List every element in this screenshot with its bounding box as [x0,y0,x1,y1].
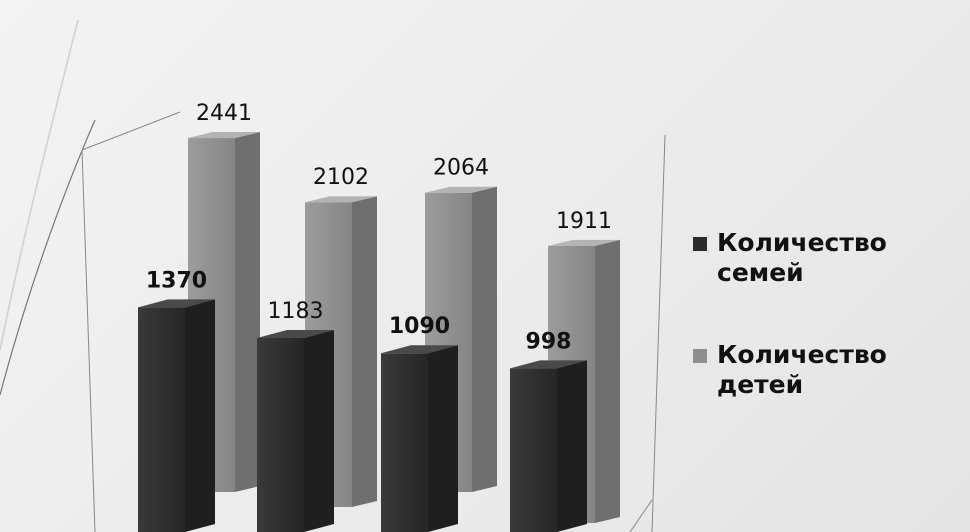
data-label-families-1: 1370 [146,268,207,293]
data-label-families-4: 998 [526,329,572,354]
bar-side [185,299,215,532]
data-label-children-3: 2064 [433,156,489,181]
bar-top [305,196,377,203]
bars-layer [138,132,620,532]
bar-top [425,186,497,193]
background-swoosh [0,19,79,351]
bar-front [138,307,185,532]
legend-swatch-children [693,349,707,363]
bar-top [381,345,458,354]
background-swoosh [0,119,96,396]
legend-item-families: Количество семей [693,228,963,288]
bar-side [595,239,620,523]
bar-families-3 [381,345,458,532]
bar-families-2 [257,329,334,532]
bar-families-4 [510,360,587,532]
legend-label-families: Количество семей [717,228,887,287]
bar-front [257,337,304,532]
chart-frame [81,111,666,532]
bar-top [257,329,334,338]
bar-top [188,132,260,139]
data-label-families-3: 1090 [389,314,450,339]
bar-side [428,345,458,532]
data-label-children-4: 1911 [556,209,612,234]
legend-label-children: Количество детей [717,340,887,399]
bar-side [304,329,334,532]
bar-children-3 [425,186,497,492]
data-label-families-2: 1183 [268,299,324,324]
bar-side [352,196,377,507]
legend-item-children: Количество детей [693,340,963,400]
labels-layer: 2441 2102 2064 1911 1370 1183 1090 998 [146,101,612,354]
legend-swatch-families [693,237,707,251]
bar-families-1 [138,299,215,532]
bar-side [472,186,497,492]
data-label-children-2: 2102 [313,165,369,190]
bar-top [138,299,215,308]
bar-top [548,239,620,246]
bar-top [510,360,587,369]
bar-front [381,353,428,532]
bar-front [510,368,557,532]
bar-side [235,132,260,492]
data-label-children-1: 2441 [196,101,252,126]
legend: Количество семей Количество детей [693,228,963,452]
bar-side [557,360,587,532]
